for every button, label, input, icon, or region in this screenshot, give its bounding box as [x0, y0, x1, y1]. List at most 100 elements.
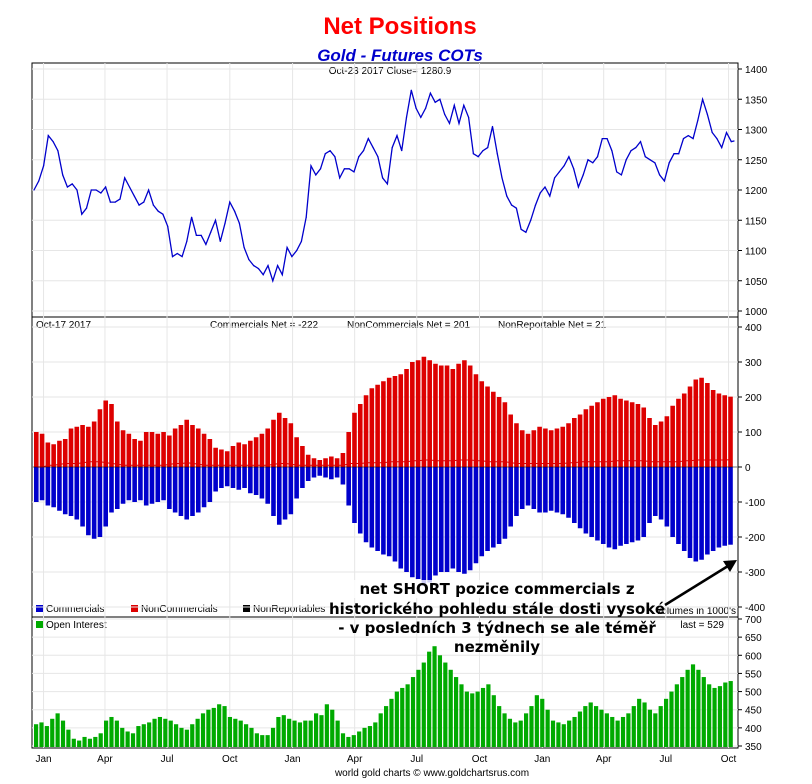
- price-point: [716, 137, 718, 140]
- open-interest-bar: [244, 724, 249, 747]
- noncommercials-bar: [624, 400, 629, 467]
- open-interest-bar: [292, 720, 297, 747]
- commercials-bar: [311, 467, 317, 478]
- open-interest-bar: [34, 724, 39, 747]
- commercials-bar: [167, 467, 172, 509]
- noncommercials-bar: [45, 442, 51, 467]
- y-tick-label: 200: [745, 393, 762, 404]
- price-series: [33, 89, 735, 283]
- open-interest-bar: [604, 713, 609, 747]
- price-point: [186, 240, 188, 243]
- y-tick-label: 1200: [745, 186, 768, 197]
- commercials-bar: [62, 467, 68, 515]
- noncommercials-bar: [253, 437, 259, 467]
- noncommercials-bar: [433, 363, 438, 467]
- price-point: [267, 265, 269, 267]
- price-point: [296, 249, 298, 252]
- open-interest-bar: [577, 711, 583, 747]
- noncommercials-bar: [467, 365, 473, 467]
- price-point: [262, 274, 264, 276]
- open-interest-bar: [448, 669, 453, 747]
- price-point: [229, 201, 231, 203]
- price-point: [596, 156, 599, 158]
- price-point: [353, 171, 355, 173]
- commercials-bar: [421, 467, 427, 586]
- price-point: [382, 177, 384, 179]
- commercials-bar: [491, 467, 496, 548]
- noncommercials-bar: [670, 405, 675, 467]
- noncommercials-bar: [62, 439, 68, 467]
- commercials-bar: [676, 467, 681, 544]
- open-interest-bar: [701, 677, 706, 747]
- y-tick-label: 600: [745, 651, 762, 662]
- price-point: [95, 189, 97, 191]
- commercials-bar: [467, 467, 473, 571]
- open-interest-bar: [362, 727, 367, 747]
- nonreportable-net-label: NonReportable Net = 21: [498, 320, 607, 331]
- noncommercials-bar: [363, 395, 369, 467]
- open-interest-bar: [561, 724, 566, 747]
- price-point: [224, 222, 226, 224]
- legend-label-open-interest: Open Interest: [46, 620, 107, 631]
- legend-swatch-noncommercials: [131, 605, 138, 612]
- price-point: [348, 168, 350, 170]
- open-interest-bar: [238, 720, 243, 747]
- price-point: [233, 210, 236, 212]
- commercials-bar: [554, 467, 560, 513]
- commercials-bar: [120, 467, 126, 504]
- commercials-bar: [74, 467, 80, 520]
- commercials-bar: [514, 467, 519, 516]
- price-point: [725, 131, 728, 134]
- noncommercials-bar: [554, 428, 560, 467]
- y-tick-label: 1050: [745, 277, 768, 288]
- commercials-bar: [282, 467, 288, 520]
- noncommercials-bar: [687, 386, 693, 467]
- price-point: [157, 210, 159, 212]
- noncommercials-bar: [728, 396, 733, 467]
- commercials-bar: [398, 467, 404, 569]
- price-point: [468, 116, 470, 118]
- noncommercials-bar: [398, 374, 404, 467]
- price-point: [243, 246, 245, 249]
- noncommercials-bar: [352, 412, 357, 467]
- price-point: [272, 280, 274, 282]
- noncommercials-bar: [410, 362, 415, 467]
- commercials-net-label: Commercials Net = -222: [210, 320, 319, 331]
- axis-ticks: Jan Apr Jul Oct Jan Apr Jul Oct Jan Apr Jul Oct1000…: [35, 65, 767, 765]
- noncommercials-bar: [664, 416, 670, 467]
- y-tick-label: 400: [745, 724, 762, 735]
- commercials-bar: [45, 467, 51, 506]
- commercials-bar: [103, 467, 109, 527]
- commercials-bar: [531, 467, 537, 509]
- noncommercials-bar: [566, 423, 571, 467]
- commercials-bar: [253, 467, 259, 495]
- commercials-bar: [404, 467, 409, 572]
- price-point: [649, 159, 651, 161]
- commercials-bar: [566, 467, 571, 518]
- price-point: [191, 216, 193, 218]
- price-point: [429, 92, 431, 94]
- price-line: [33, 90, 735, 283]
- price-point: [305, 216, 307, 218]
- noncommercials-bar: [51, 444, 56, 467]
- commercials-bar: [68, 467, 74, 516]
- commercials-bar: [317, 467, 323, 476]
- open-interest-bar: [540, 698, 545, 747]
- chart-footer: world gold charts © www.goldchartsrus.co…: [334, 768, 529, 779]
- open-interest-bar: [421, 662, 426, 747]
- noncommercials-bar: [265, 428, 270, 467]
- noncommercials-bar: [178, 425, 184, 467]
- price-point: [281, 274, 283, 276]
- price-point: [525, 231, 527, 233]
- commercials-bar: [543, 467, 548, 513]
- commercials-bar: [207, 467, 213, 502]
- commercials-bar: [687, 467, 693, 558]
- noncommercials-bar: [57, 440, 62, 467]
- y-tick-label: 550: [745, 669, 762, 680]
- open-interest-bar: [93, 736, 98, 747]
- price-point: [138, 204, 140, 206]
- price-point: [702, 98, 704, 100]
- open-interest-bar: [200, 713, 206, 747]
- commercials-bar: [213, 467, 218, 492]
- price-point: [248, 258, 250, 261]
